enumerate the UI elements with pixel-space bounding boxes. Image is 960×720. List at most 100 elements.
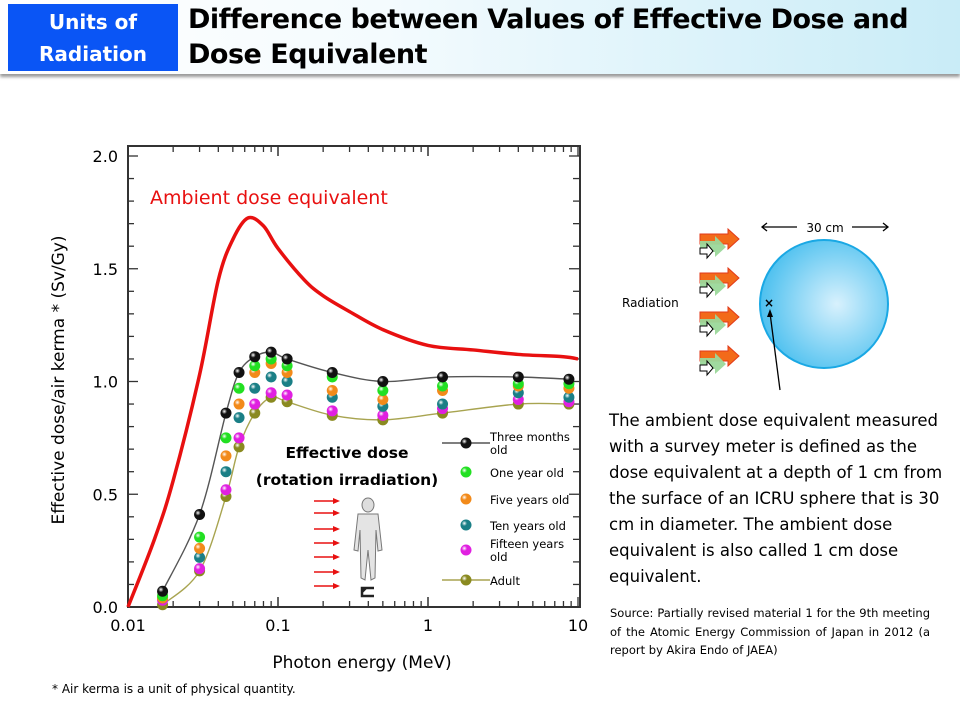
measurement-point-icon: × bbox=[764, 296, 774, 310]
y-tick-label: 2.0 bbox=[93, 147, 118, 166]
data-point bbox=[194, 531, 206, 543]
data-point bbox=[437, 380, 449, 392]
data-point bbox=[265, 371, 277, 383]
ambient-label: Ambient dose equivalent bbox=[150, 187, 388, 209]
arrow-head bbox=[333, 554, 340, 560]
data-point bbox=[265, 346, 277, 358]
legend-label: Three months bbox=[489, 430, 570, 444]
data-point bbox=[249, 360, 261, 372]
radiation-arrow-white bbox=[699, 320, 714, 338]
effective-dose-label: Effective dose bbox=[285, 444, 408, 462]
data-point bbox=[326, 366, 338, 378]
data-point bbox=[249, 382, 261, 394]
x-tick-label: 0.1 bbox=[265, 616, 290, 635]
legend-label: Adult bbox=[490, 574, 520, 588]
page-title: Difference between Values of Effective D… bbox=[188, 4, 909, 70]
header: Units of Radiation Difference between Va… bbox=[0, 0, 960, 74]
section-badge: Units of Radiation bbox=[8, 4, 178, 71]
data-point bbox=[249, 407, 261, 419]
legend-marker bbox=[460, 437, 472, 449]
data-point bbox=[233, 432, 245, 444]
data-point bbox=[233, 382, 245, 394]
arrow-head bbox=[333, 540, 340, 546]
data-point bbox=[377, 376, 389, 387]
data-point bbox=[220, 450, 232, 462]
data-point bbox=[377, 394, 389, 406]
series-line-adult bbox=[162, 396, 569, 606]
data-point bbox=[512, 371, 524, 383]
arrow-head bbox=[333, 498, 340, 504]
data-point bbox=[233, 398, 245, 410]
data-point bbox=[249, 398, 261, 410]
data-point bbox=[220, 432, 232, 444]
data-point bbox=[194, 551, 206, 563]
legend-marker bbox=[460, 574, 472, 586]
x-tick-label: 10 bbox=[568, 616, 588, 635]
legend-marker bbox=[460, 466, 472, 478]
legend-label: Five years old bbox=[490, 493, 569, 507]
radiation-label: Radiation bbox=[622, 296, 679, 310]
data-point bbox=[194, 563, 206, 575]
legend-label: Ten years old bbox=[489, 519, 566, 533]
data-point bbox=[326, 385, 338, 397]
radiation-arrow-white bbox=[699, 242, 714, 260]
legend-label: old bbox=[490, 550, 508, 564]
arrow-head bbox=[333, 583, 340, 589]
arrow-head bbox=[333, 569, 340, 575]
legend-label: One year old bbox=[490, 466, 564, 480]
x-tick-label: 1 bbox=[423, 616, 433, 635]
arrow-head bbox=[333, 510, 340, 516]
data-point bbox=[157, 585, 169, 597]
rotation-arrow-icon bbox=[360, 586, 374, 598]
data-point bbox=[281, 353, 293, 365]
radiation-arrows-icon bbox=[699, 227, 740, 377]
data-point bbox=[249, 351, 261, 363]
data-point bbox=[437, 371, 449, 383]
width-arrow bbox=[760, 222, 890, 232]
data-point bbox=[194, 509, 206, 521]
legend-marker bbox=[460, 519, 472, 531]
data-point bbox=[194, 542, 206, 554]
icru-sphere bbox=[759, 239, 889, 369]
data-point bbox=[281, 376, 293, 387]
data-point bbox=[281, 389, 293, 401]
data-point bbox=[437, 398, 449, 410]
ambient-dose-curve bbox=[126, 215, 579, 608]
data-point bbox=[220, 466, 232, 478]
legend-label: old bbox=[490, 443, 508, 457]
data-point bbox=[563, 391, 575, 403]
icru-sphere-diagram: 30 cm Radiation × bbox=[622, 221, 890, 391]
plot-frame bbox=[127, 145, 581, 608]
section-badge-text: Units of Radiation bbox=[39, 10, 147, 66]
legend-marker bbox=[460, 493, 472, 505]
data-point bbox=[233, 441, 245, 453]
pointer-line bbox=[769, 312, 781, 391]
y-tick-label: 1.0 bbox=[93, 373, 118, 392]
data-point bbox=[233, 366, 245, 378]
data-point bbox=[265, 387, 277, 399]
x-axis-label: Photon energy (MeV) bbox=[272, 653, 451, 673]
y-tick-label: 0.5 bbox=[93, 485, 118, 504]
x-tick-label: 0.01 bbox=[110, 616, 146, 635]
body-torso bbox=[353, 513, 383, 581]
rotation-irradiation-label: (rotation irradiation) bbox=[256, 471, 438, 489]
data-point bbox=[377, 409, 389, 421]
legend-label: Fifteen years bbox=[490, 537, 564, 551]
radiation-arrow-white bbox=[699, 281, 714, 299]
description-text: The ambient dose equivalent measured wit… bbox=[609, 411, 943, 586]
width-label: 30 cm bbox=[806, 221, 843, 235]
data-point bbox=[233, 412, 245, 424]
legend-marker bbox=[460, 544, 472, 556]
radiation-arrow-white bbox=[699, 359, 714, 377]
data-point bbox=[563, 373, 575, 385]
human-body-icon bbox=[314, 497, 383, 598]
data-point bbox=[326, 405, 338, 417]
data-point bbox=[220, 484, 232, 496]
data-point bbox=[377, 385, 389, 397]
y-axis-label: Effective dose/air kerma * (Sv/Gy) bbox=[49, 235, 69, 524]
footnote: * Air kerma is a unit of physical quanti… bbox=[52, 682, 296, 696]
arrow-head bbox=[333, 526, 340, 532]
